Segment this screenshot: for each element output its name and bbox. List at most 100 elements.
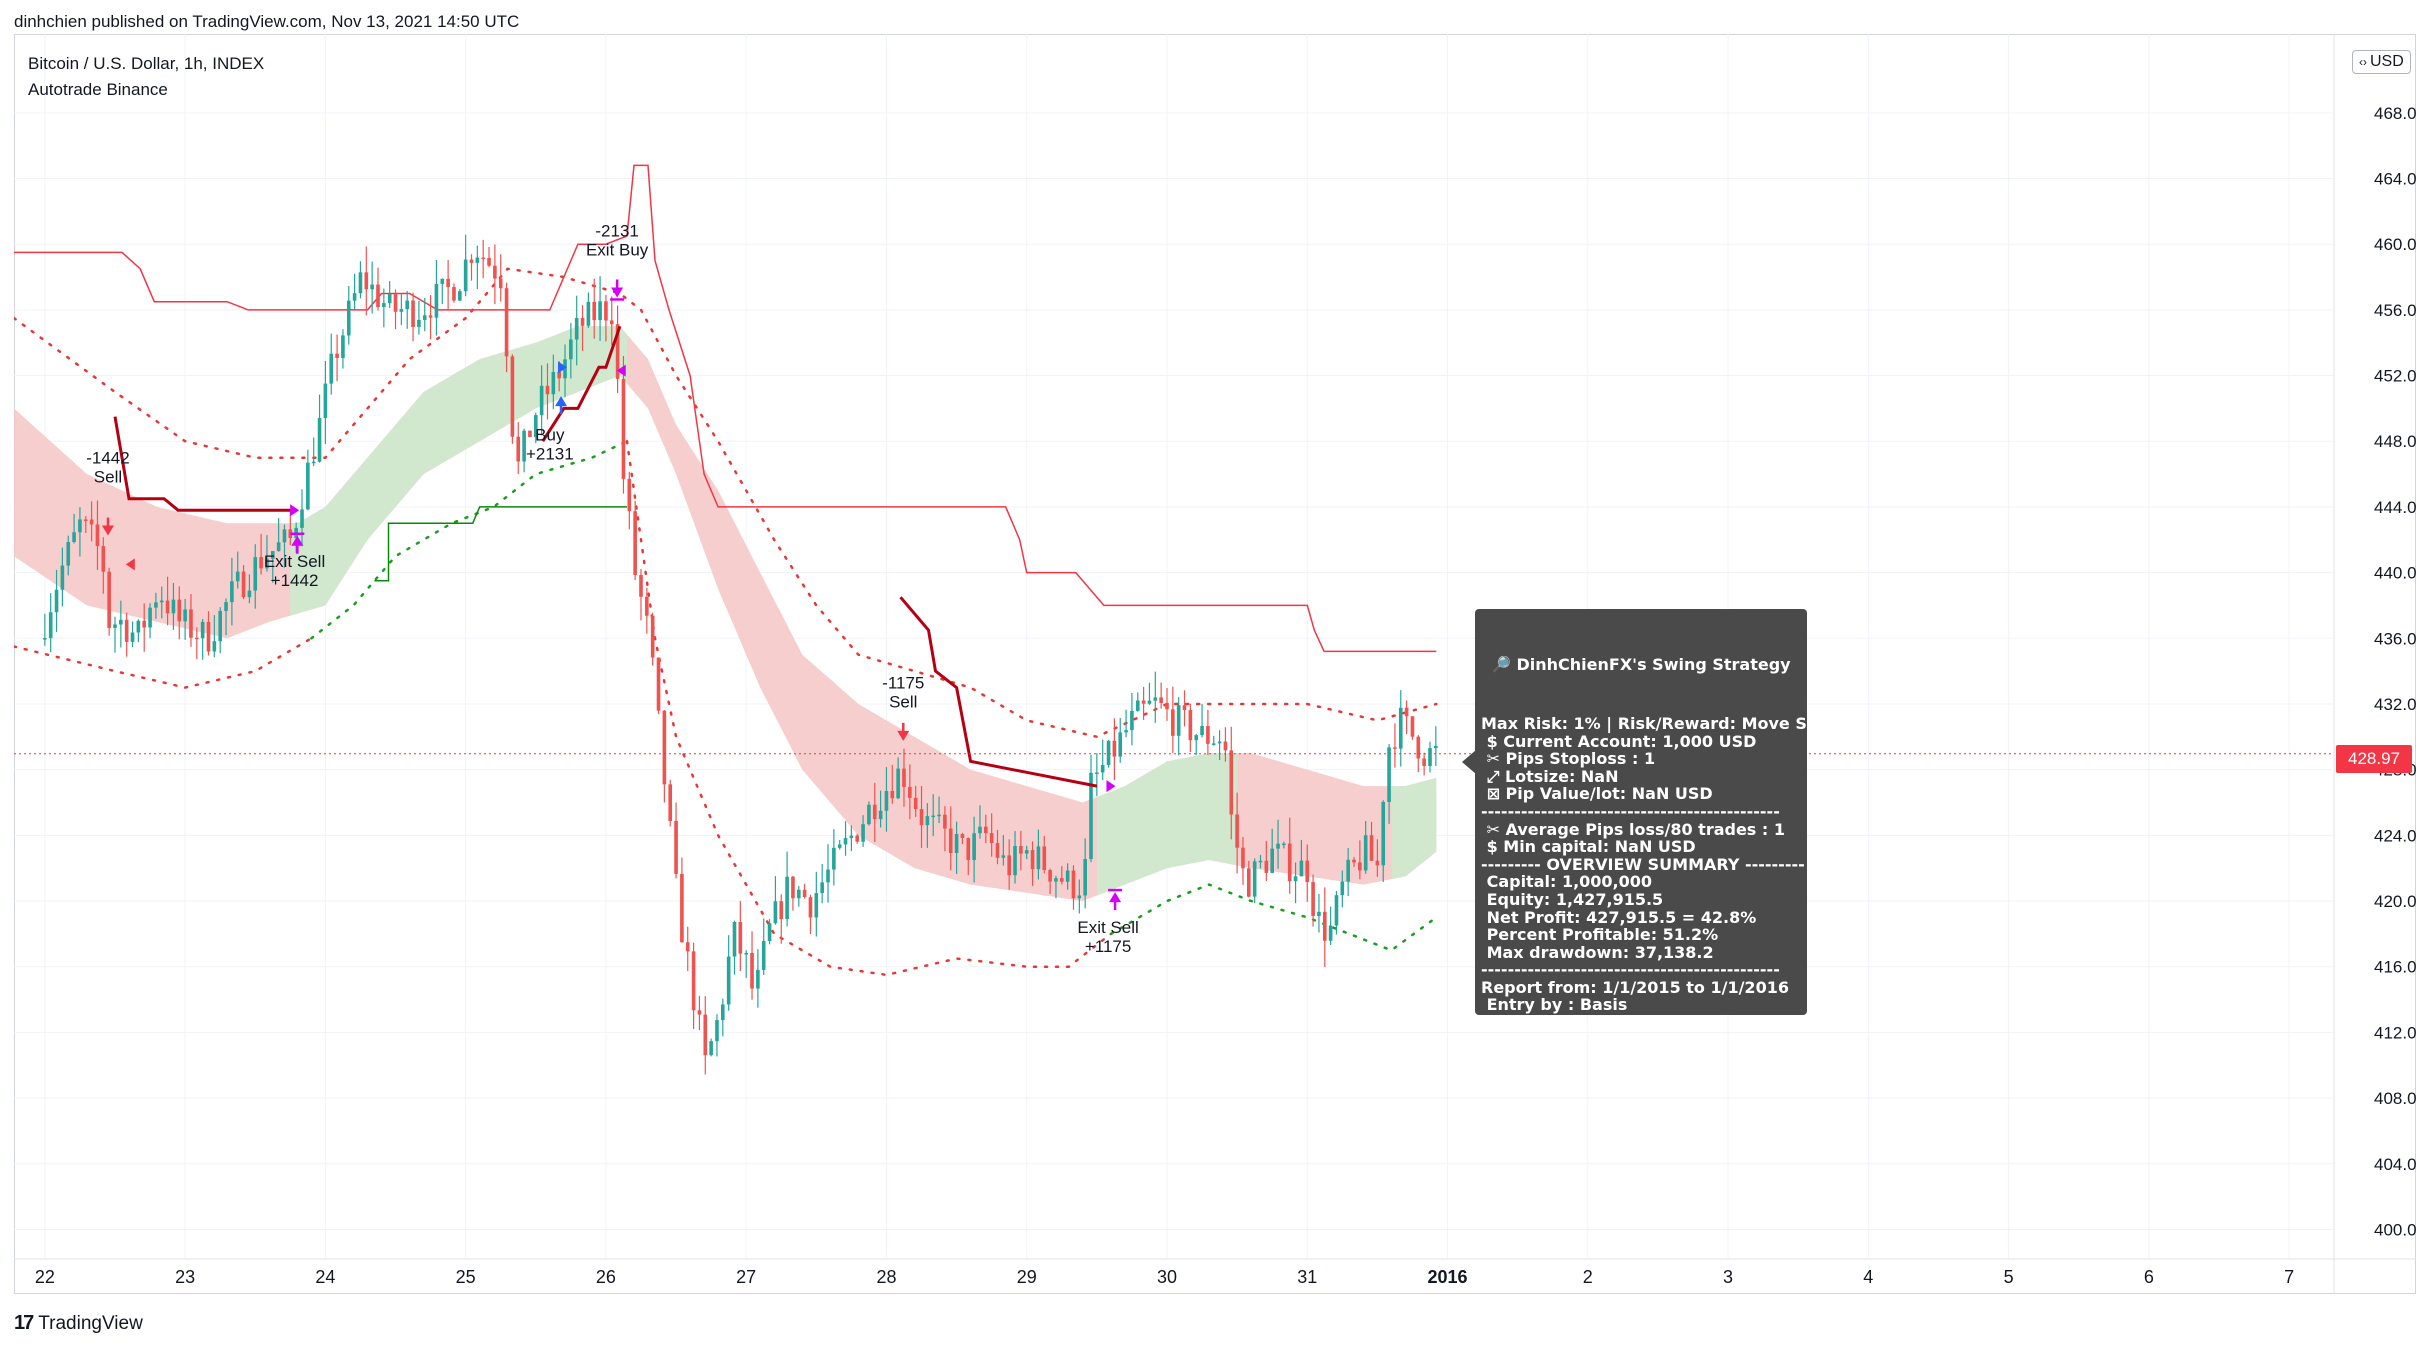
- candle-body: [1019, 845, 1023, 854]
- candle-body: [177, 599, 182, 622]
- signal-triangle-left: [616, 364, 626, 377]
- candle-body: [674, 820, 678, 874]
- candle-body: [475, 257, 480, 263]
- strategy-title-row: 🔎 DinhChienFX's Swing Strategy: [1491, 656, 1801, 674]
- candle-body: [224, 602, 228, 611]
- x-tick-label: 29: [1017, 1267, 1037, 1287]
- candle-body: [95, 524, 100, 547]
- candle-body: [446, 278, 450, 288]
- candle-body: [586, 301, 591, 326]
- candle-body: [1106, 740, 1111, 765]
- candle-body: [101, 546, 106, 572]
- candle-body: [820, 882, 824, 894]
- candle-body: [218, 610, 223, 642]
- x-tick-label: 6: [2144, 1267, 2154, 1287]
- candle-body: [995, 843, 1000, 858]
- candle-body: [288, 529, 293, 539]
- candle-body: [627, 478, 632, 512]
- candle-body: [498, 278, 503, 289]
- currency-label: USD: [2370, 53, 2404, 70]
- candle-body: [317, 418, 322, 462]
- candle-body: [510, 356, 515, 437]
- candle-body: [1206, 725, 1210, 744]
- y-tick-label: 444.00: [2374, 498, 2416, 517]
- strategy-line: ⊠ Pip Value/lot: NaN USD: [1481, 784, 1713, 804]
- candle-body: [872, 804, 877, 820]
- candle-body: [148, 607, 152, 628]
- tradingview-footer[interactable]: 17 TradingView: [14, 1312, 143, 1335]
- candle-body: [1340, 881, 1345, 896]
- candle-body: [72, 532, 76, 543]
- candle-body: [656, 657, 661, 711]
- candle-body: [703, 1014, 708, 1056]
- candle-body: [422, 315, 427, 320]
- basis-band-bullish: [1096, 753, 1238, 896]
- upper-stop-line: [14, 164, 1437, 653]
- candle-body: [1042, 846, 1047, 871]
- candle-body: [896, 768, 900, 799]
- candle-body: [1083, 859, 1087, 896]
- strategy-line: Net Profit: 427,915.5 = 42.8%: [1481, 907, 1757, 927]
- candle-body: [709, 1041, 713, 1056]
- candle-body: [908, 786, 912, 798]
- candle-body: [1229, 750, 1234, 815]
- candle-body: [78, 519, 82, 533]
- strategy-legend[interactable]: Autotrade Binance: [28, 80, 168, 99]
- trade-annotation: +1175: [1085, 937, 1131, 956]
- candle-body: [1317, 911, 1321, 916]
- candle-body: [978, 826, 982, 834]
- candle-body: [884, 790, 889, 811]
- candle-body: [557, 371, 561, 379]
- signal-triangle-left: [125, 558, 135, 571]
- candle-body: [247, 590, 252, 598]
- candle-body: [539, 385, 544, 416]
- tradingview-logo-icon: 17: [14, 1312, 34, 1334]
- y-tick-label: 460.00: [2374, 235, 2416, 254]
- candle-body: [522, 430, 526, 462]
- candle-body: [346, 300, 351, 336]
- candle-body: [1054, 878, 1058, 882]
- candle-body: [428, 315, 433, 318]
- candle-body: [732, 921, 737, 957]
- candle-body: [1141, 700, 1146, 704]
- candle-body: [1299, 860, 1304, 877]
- candle-body: [1153, 697, 1158, 701]
- candle-body: [130, 632, 135, 642]
- candle-body: [411, 300, 415, 327]
- candle-body: [89, 519, 94, 525]
- candle-body: [1264, 860, 1269, 873]
- price-chart[interactable]: 400.00 404.00 408.00 412.00 416.00 420.00 424.…: [14, 34, 2416, 1294]
- candle-body: [54, 589, 59, 613]
- candle-body: [832, 847, 836, 870]
- strategy-line: ✂ Pips Stoploss : 1: [1481, 749, 1656, 769]
- candle-body: [720, 1004, 725, 1021]
- candle-body: [259, 557, 263, 569]
- candle-body: [253, 557, 258, 591]
- currency-button[interactable]: ‹› USD: [2352, 50, 2411, 74]
- candle-body: [487, 257, 491, 266]
- strategy-line: ⤢ Lotsize: NaN: [1481, 766, 1619, 786]
- candle-body: [1369, 835, 1374, 861]
- candle-body: [826, 869, 830, 883]
- candle-body: [1217, 741, 1222, 744]
- candle-body: [329, 353, 334, 384]
- candle-body: [1393, 747, 1397, 749]
- candle-body: [341, 335, 345, 358]
- strategy-line: Percent Profitable: 51.2%: [1481, 925, 1719, 945]
- strategy-line: $ Current Account: 1,000 USD: [1481, 731, 1757, 751]
- y-tick-label: 400.00: [2374, 1220, 2416, 1239]
- candle-body: [919, 809, 924, 826]
- candle-body: [323, 383, 328, 419]
- candle-body: [393, 293, 398, 312]
- y-tick-label: 464.00: [2374, 170, 2416, 189]
- strategy-title: DinhChienFX's Swing Strategy: [1516, 655, 1791, 675]
- candle-body: [569, 339, 573, 360]
- candle-body: [335, 353, 339, 358]
- symbol-legend[interactable]: Bitcoin / U.S. Dollar, 1h, INDEX: [28, 54, 265, 73]
- candle-body: [493, 265, 497, 279]
- candle-body: [195, 637, 199, 640]
- candle-body: [276, 542, 281, 552]
- candle-body: [680, 873, 684, 943]
- candle-body: [761, 941, 766, 970]
- candle-body: [1235, 814, 1239, 848]
